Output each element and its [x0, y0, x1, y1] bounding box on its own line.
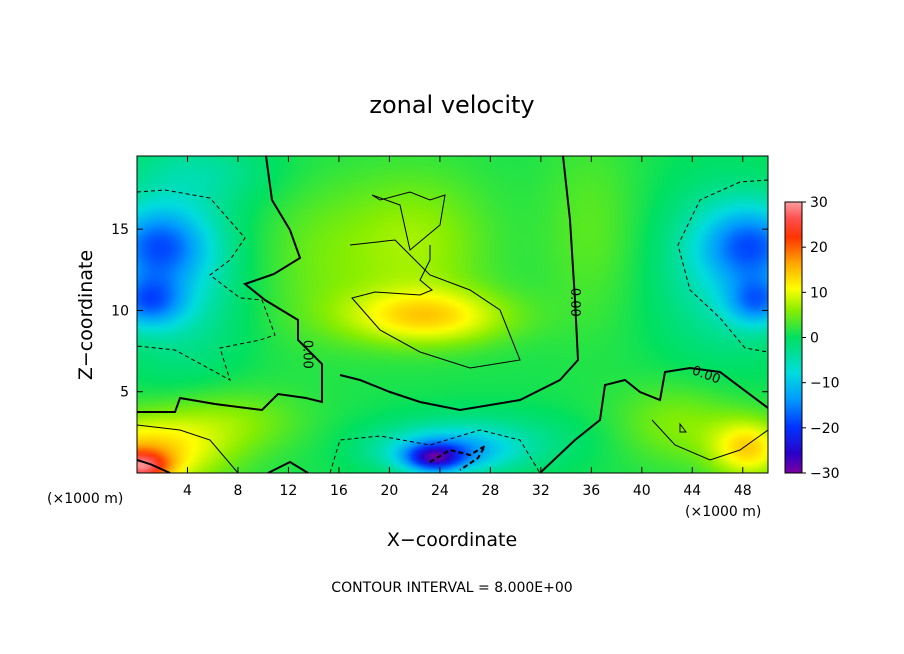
colorbar-tick-label: −20 — [810, 421, 840, 437]
x-tick-label: 4 — [183, 483, 192, 499]
colorbar-tick-label: −10 — [810, 376, 840, 392]
x-tick-label: 24 — [431, 483, 449, 499]
y-axis-ticks: 5 10 15 — [111, 222, 768, 401]
field-image — [137, 156, 768, 473]
x-tick-label: 48 — [734, 483, 752, 499]
y-axis-unit: (×1000 m) — [47, 491, 123, 507]
chart-title: zonal velocity — [369, 91, 534, 119]
x-axis-unit: (×1000 m) — [685, 504, 761, 520]
x-tick-label: 12 — [280, 483, 298, 499]
contour-zero-bottom — [267, 460, 309, 473]
x-axis-label: X−coordinate — [387, 529, 517, 551]
contour-zero-right — [539, 366, 768, 473]
x-tick-label: 28 — [481, 483, 499, 499]
x-tick-label: 20 — [380, 483, 398, 499]
y-axis-label: Z−coordinate — [75, 250, 97, 380]
colorbar — [784, 201, 803, 474]
contour-eight-lowerright — [651, 419, 768, 461]
y-tick-label: 10 — [111, 303, 129, 319]
colorbar-ticks: 30 20 10 0 −10 −20 −30 — [802, 195, 840, 482]
colorbar-tick-label: 20 — [810, 240, 828, 256]
y-tick-label: 15 — [111, 222, 129, 238]
contour-zero-center — [339, 156, 580, 412]
plot-frame — [136, 155, 769, 474]
x-tick-label: 8 — [233, 483, 242, 499]
colorbar-tick-label: 0 — [810, 331, 819, 347]
contour-label: 0.00 — [567, 288, 582, 317]
x-tick-label: 32 — [532, 483, 550, 499]
x-tick-label: 40 — [633, 483, 651, 499]
x-tick-label: 16 — [330, 483, 348, 499]
colorbar-tick-label: 30 — [810, 195, 828, 211]
contour-label: 0.00 — [300, 340, 315, 369]
heatmap-field — [137, 156, 768, 473]
contour-lines — [137, 156, 768, 473]
contour-eight-lowerleft — [137, 424, 239, 473]
contour-neg-bottom-inner — [429, 445, 486, 471]
colorbar-tick-label: 10 — [810, 285, 828, 301]
contour-neg-left — [137, 189, 276, 382]
contour-zero-mid — [137, 459, 171, 473]
contour-eight-center — [349, 191, 521, 369]
contour-neg-right — [677, 179, 768, 353]
contour-interval-note: CONTOUR INTERVAL = 8.000E+00 — [331, 580, 572, 596]
colorbar-tick-label: −30 — [810, 466, 840, 482]
contour-neg-bottom — [329, 429, 541, 473]
x-axis-ticks: 4 8 12 16 20 24 28 32 36 40 44 48 — [183, 156, 752, 499]
x-tick-label: 44 — [683, 483, 701, 499]
x-tick-label: 36 — [582, 483, 600, 499]
y-tick-label: 5 — [120, 385, 129, 401]
contour-labels: 0.000.000.00 — [300, 288, 723, 388]
contour-zero-left — [137, 156, 323, 413]
